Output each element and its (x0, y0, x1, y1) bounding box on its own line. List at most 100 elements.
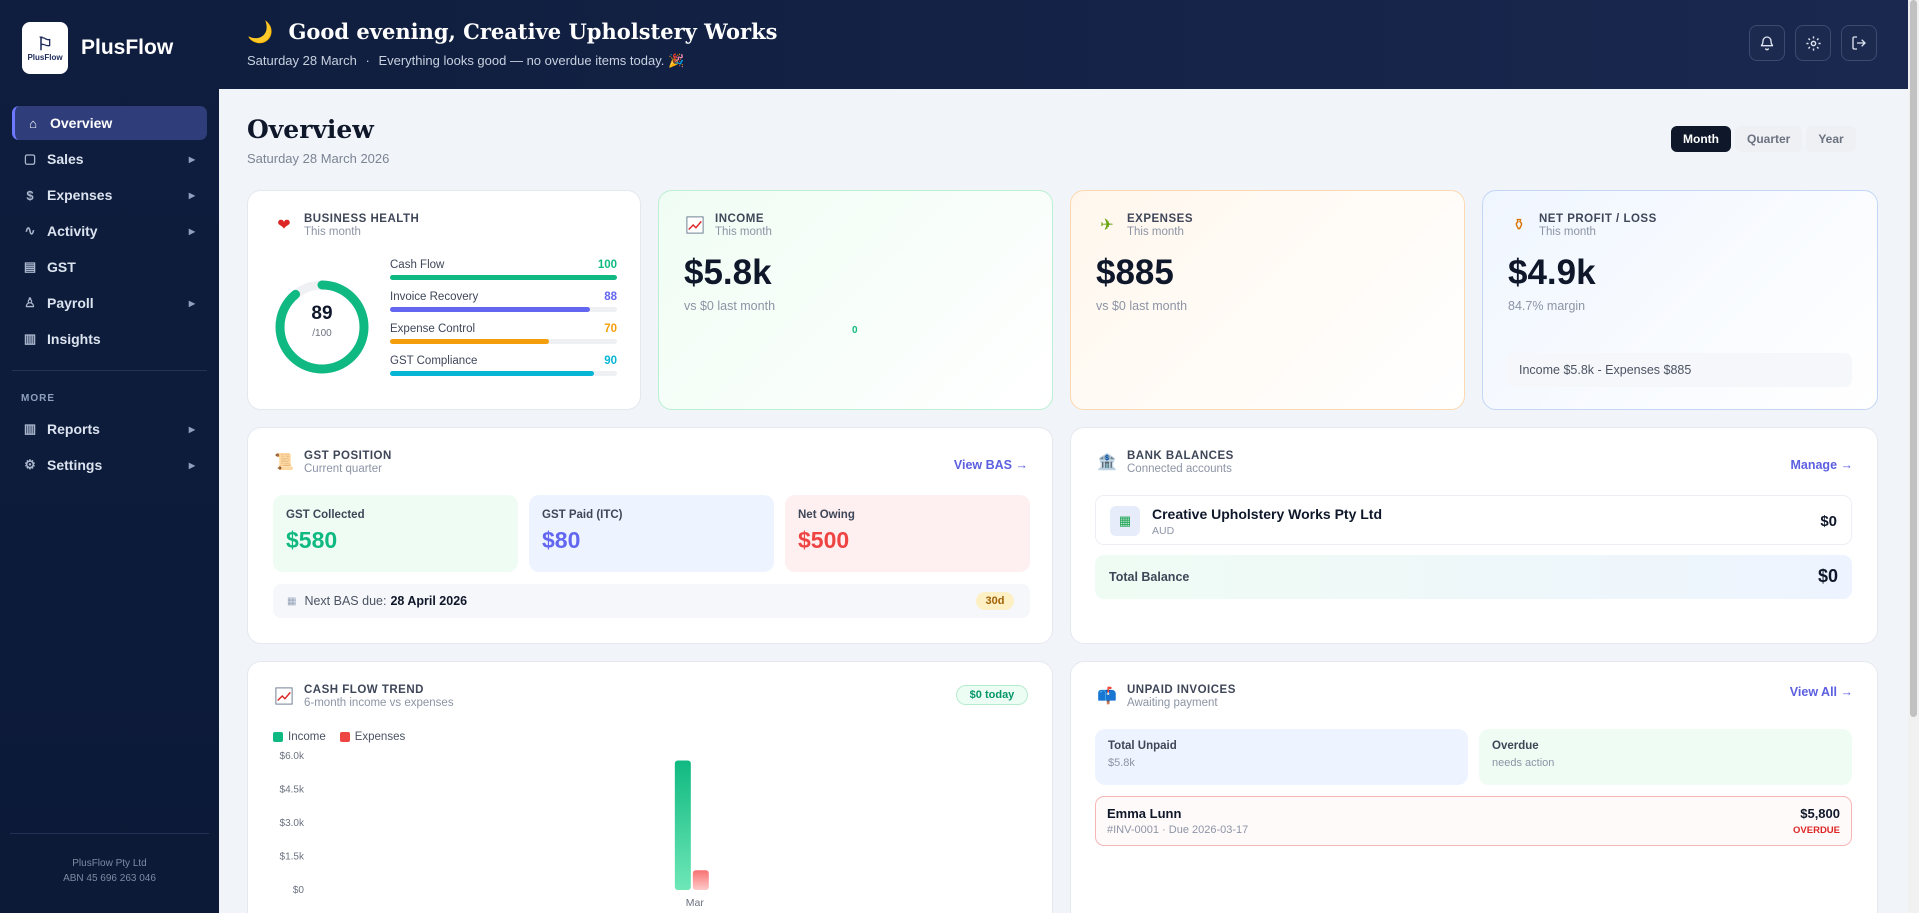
card-title: NET PROFIT / LOSS (1539, 213, 1657, 225)
bar-chart-icon: ▥ (23, 421, 37, 436)
total-unpaid-tile: Total Unpaid $5.8k (1095, 729, 1468, 785)
chart-up-icon (275, 687, 293, 705)
card-subtitle: Current quarter (304, 463, 382, 475)
sidebar-nav: ⌂ Overview ▢ Sales ▶ $ Expenses ▶ ∿ Activity ▶ ▤ GST… (0, 96, 219, 356)
settings-button[interactable] (1795, 25, 1831, 61)
invoice-row[interactable]: Emma Lunn #INV-0001 · Due 2026-03-17 $5,… (1095, 796, 1852, 846)
metric-bar-fill (390, 339, 549, 344)
sidebar-item-insights[interactable]: ▥ Insights (12, 322, 207, 356)
sidebar-item-reports[interactable]: ▥ Reports ▶ (12, 412, 207, 446)
scrollbar[interactable] (1908, 0, 1919, 913)
invoice-client: Emma Lunn (1107, 806, 1182, 821)
chart-up-icon (686, 216, 704, 234)
sidebar-item-payroll[interactable]: ♙ Payroll ▶ (12, 286, 207, 320)
gst-collected-tile: GST Collected $580 (273, 495, 518, 572)
scroll-thumb[interactable] (1910, 0, 1917, 717)
card-subtitle: This month (1127, 226, 1184, 238)
app-logo: ⚐ PlusFlow (22, 22, 68, 74)
gear-icon: ⚙ (24, 457, 36, 472)
bell-icon (1760, 36, 1774, 51)
sidebar-item-label: Activity (47, 223, 98, 239)
next-bas-label: Next BAS due: (304, 594, 387, 608)
health-metric: Invoice Recovery 88 (390, 291, 617, 312)
sidebar-item-label: Payroll (47, 295, 94, 311)
net-profit-card: ⚱ NET PROFIT / LOSS This month $4.9k 84.… (1482, 190, 1878, 410)
health-metric: GST Compliance 90 (390, 355, 617, 376)
gear-icon (1805, 35, 1821, 51)
manage-bank-link[interactable]: Manage → (1790, 458, 1853, 472)
header-status: Everything looks good — no overdue items… (378, 53, 685, 68)
income-value: $5.8k (684, 253, 772, 292)
sidebar-item-settings[interactable]: ⚙ Settings ▶ (12, 448, 207, 482)
period-quarter-button[interactable]: Quarter (1734, 126, 1803, 152)
tile-label: GST Paid (ITC) (542, 509, 623, 521)
period-month-button[interactable]: Month (1671, 126, 1731, 152)
card-header: 📜 GST POSITION Current quarter (274, 450, 392, 475)
sidebar-item-label: Insights (47, 331, 101, 347)
card-header: INCOME This month (685, 213, 772, 238)
home-icon: ⌂ (29, 115, 37, 131)
income-card: INCOME This month $5.8k vs $0 last month… (658, 190, 1053, 410)
card-header: 📫 UNPAID INVOICES Awaiting payment (1097, 684, 1236, 709)
page-date: Saturday 28 March 2026 (247, 151, 390, 166)
page-title: Overview (247, 115, 374, 144)
metric-bar-track (390, 275, 617, 280)
card-subtitle: This month (304, 226, 361, 238)
chevron-right-icon: ▶ (188, 460, 195, 470)
days-badge: 30d (976, 592, 1014, 610)
y-tick-label: $0 (293, 885, 305, 896)
metric-value: 70 (604, 323, 617, 335)
profit-formula: Income $5.8k - Expenses $885 (1507, 353, 1852, 387)
income-sparkline-label: 0 (852, 325, 858, 336)
gst-paid-tile: GST Paid (ITC) $80 (529, 495, 774, 572)
health-score: 89 (311, 303, 333, 324)
cash-flow-chart: $6.0k $4.5k $3.0k $1.5k $0 Mar (280, 751, 709, 909)
card-subtitle: This month (1539, 226, 1596, 238)
logo-text: PlusFlow (27, 52, 63, 62)
sidebar-item-activity[interactable]: ∿ Activity ▶ (12, 214, 207, 248)
expenses-compare: vs $0 last month (1096, 299, 1188, 313)
metric-row: Invoice Recovery 88 (390, 291, 617, 303)
sidebar-item-overview[interactable]: ⌂ Overview (12, 106, 207, 140)
header: 🌙 Good evening, Creative Upholstery Work… (219, 0, 1908, 89)
metric-value: 90 (604, 355, 617, 367)
card-title: BUSINESS HEALTH (304, 213, 420, 225)
sidebar-item-sales[interactable]: ▢ Sales ▶ (12, 142, 207, 176)
view-all-invoices-link[interactable]: View All → (1789, 685, 1853, 699)
period-year-button[interactable]: Year (1806, 126, 1856, 152)
clipboard-icon: ▢ (23, 151, 37, 166)
logout-button[interactable] (1841, 25, 1877, 61)
profit-value: $4.9k (1508, 253, 1596, 292)
health-score-max: /100 (312, 328, 332, 339)
expenses-card: ✈ EXPENSES This month $885 vs $0 last mo… (1070, 190, 1465, 410)
tile-label: Overdue (1492, 740, 1539, 752)
footer-abn: ABN 45 696 263 046 (63, 873, 156, 884)
chevron-right-icon: ▶ (188, 190, 195, 200)
card-title: INCOME (715, 213, 764, 225)
invoice-meta: #INV-0001 · Due 2026-03-17 (1107, 824, 1249, 836)
brand[interactable]: ⚐ PlusFlow PlusFlow (0, 0, 219, 96)
greeting-text: Good evening, Creative Upholstery Works (288, 19, 778, 44)
notifications-button[interactable] (1749, 25, 1785, 61)
bar-expenses-mar[interactable] (692, 870, 709, 890)
app-name: PlusFlow (81, 36, 174, 59)
unpaid-invoices-card: 📫 UNPAID INVOICES Awaiting payment View … (1070, 661, 1878, 913)
sidebar-item-gst[interactable]: ▤ GST (12, 250, 207, 284)
view-bas-link[interactable]: View BAS → (953, 458, 1028, 472)
bank-account-row[interactable]: ▦ Creative Upholstery Works Pty Ltd AUD … (1095, 495, 1852, 545)
total-balance-label: Total Balance (1109, 570, 1190, 584)
account-balance: $0 (1820, 513, 1837, 530)
dollar-icon: $ (26, 187, 34, 203)
metric-label: Cash Flow (390, 259, 445, 271)
period-toggle: Month Quarter Year (1671, 126, 1856, 152)
card-subtitle: 6-month income vs expenses (304, 697, 454, 709)
overdue-sub: needs action (1492, 757, 1555, 769)
legend-swatch (273, 732, 283, 742)
bar-income-mar[interactable] (674, 760, 691, 890)
gst-collected-value: $580 (286, 527, 338, 553)
overdue-tile: Overdue needs action (1479, 729, 1852, 785)
sidebar-item-expenses[interactable]: $ Expenses ▶ (12, 178, 207, 212)
nav-divider (12, 370, 207, 371)
metric-row: GST Compliance 90 (390, 355, 617, 367)
chevron-right-icon: ▶ (188, 424, 195, 434)
